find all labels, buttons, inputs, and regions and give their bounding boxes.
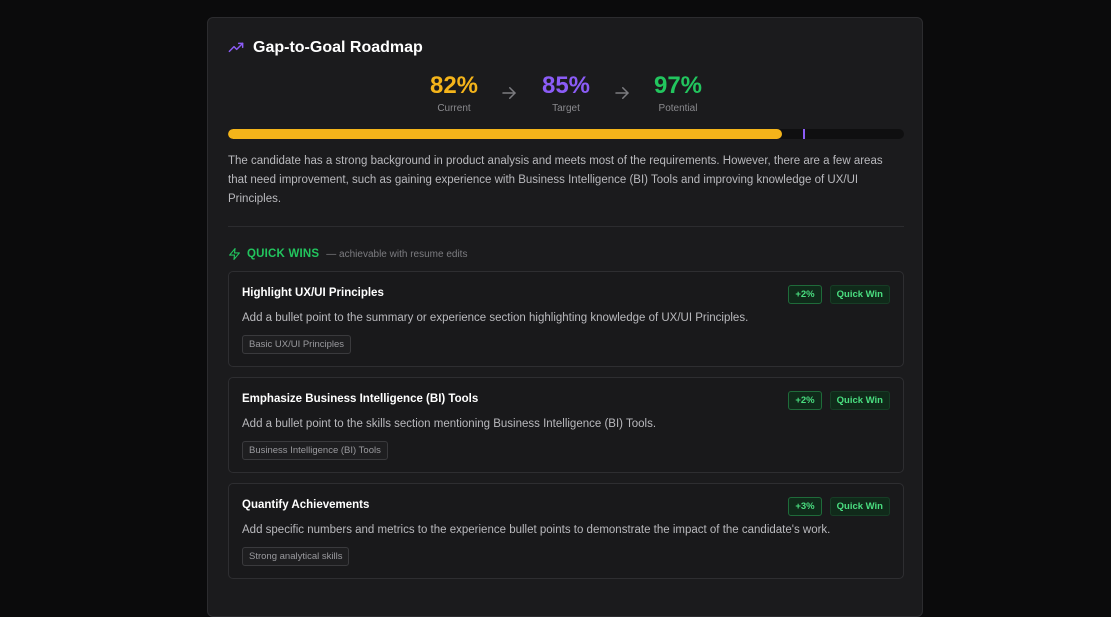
gain-badge: +2%: [788, 285, 822, 304]
quick-wins-title: QUICK WINS: [247, 248, 320, 260]
quick-win-title: Emphasize Business Intelligence (BI) Too…: [242, 393, 479, 405]
quick-win-badges: +3% Quick Win: [788, 497, 890, 516]
skill-tag: Business Intelligence (BI) Tools: [242, 441, 388, 460]
quick-win-description: Add a bullet point to the summary or exp…: [242, 312, 749, 324]
quick-wins-header: QUICK WINS — achievable with resume edit…: [228, 247, 467, 261]
quick-win-badges: +2% Quick Win: [788, 285, 890, 304]
gain-badge: +3%: [788, 497, 822, 516]
quick-wins-subtitle: — achievable with resume edits: [326, 248, 468, 260]
stage-potential: 97% Potential: [638, 72, 718, 114]
roadmap-header: Gap-to-Goal Roadmap: [228, 39, 423, 57]
candidate-summary: The candidate has a strong background in…: [228, 155, 883, 205]
roadmap-title: Gap-to-Goal Roadmap: [253, 39, 423, 56]
stage-current-value: 82%: [429, 72, 479, 99]
stage-current-label: Current: [437, 103, 471, 114]
gain-badge: +2%: [788, 391, 822, 410]
quick-win-description: Add specific numbers and metrics to the …: [242, 524, 831, 536]
stage-target-label: Target: [552, 103, 580, 114]
roadmap-panel: Gap-to-Goal Roadmap 82% Current 85% Targ…: [207, 17, 923, 617]
trending-up-icon: [228, 42, 244, 53]
skill-tag: Strong analytical skills: [242, 547, 350, 566]
arrow-right-icon: [502, 87, 516, 99]
stage-target-value: 85%: [541, 72, 591, 99]
stage-current: 82% Current: [414, 72, 494, 114]
quick-win-title: Quantify Achievements: [242, 499, 370, 511]
quick-win-badges: +2% Quick Win: [788, 391, 890, 410]
progress-bar-fill: [228, 129, 783, 139]
quick-win-badge: Quick Win: [829, 497, 890, 516]
quick-win-description: Add a bullet point to the skills section…: [242, 418, 657, 430]
section-divider: [228, 226, 904, 227]
stage-potential-label: Potential: [658, 103, 698, 114]
stage-target: 85% Target: [526, 72, 606, 114]
stage-potential-value: 97%: [653, 72, 703, 99]
lightning-bolt-icon: [229, 248, 240, 260]
arrow-right-icon: [615, 87, 629, 99]
quick-win-title: Highlight UX/UI Principles: [242, 287, 384, 299]
quick-win-badge: Quick Win: [829, 391, 890, 410]
score-stages: 82% Current 85% Target 97% Potential: [208, 72, 924, 118]
quick-win-card[interactable]: Highlight UX/UI Principles +2% Quick Win…: [228, 271, 904, 367]
skill-tag: Basic UX/UI Principles: [242, 335, 352, 354]
target-marker: [802, 129, 805, 139]
quick-win-badge: Quick Win: [829, 285, 890, 304]
quick-win-card[interactable]: Quantify Achievements +3% Quick Win Add …: [228, 483, 904, 579]
progress-bar: [228, 129, 904, 139]
quick-win-card[interactable]: Emphasize Business Intelligence (BI) Too…: [228, 377, 904, 473]
